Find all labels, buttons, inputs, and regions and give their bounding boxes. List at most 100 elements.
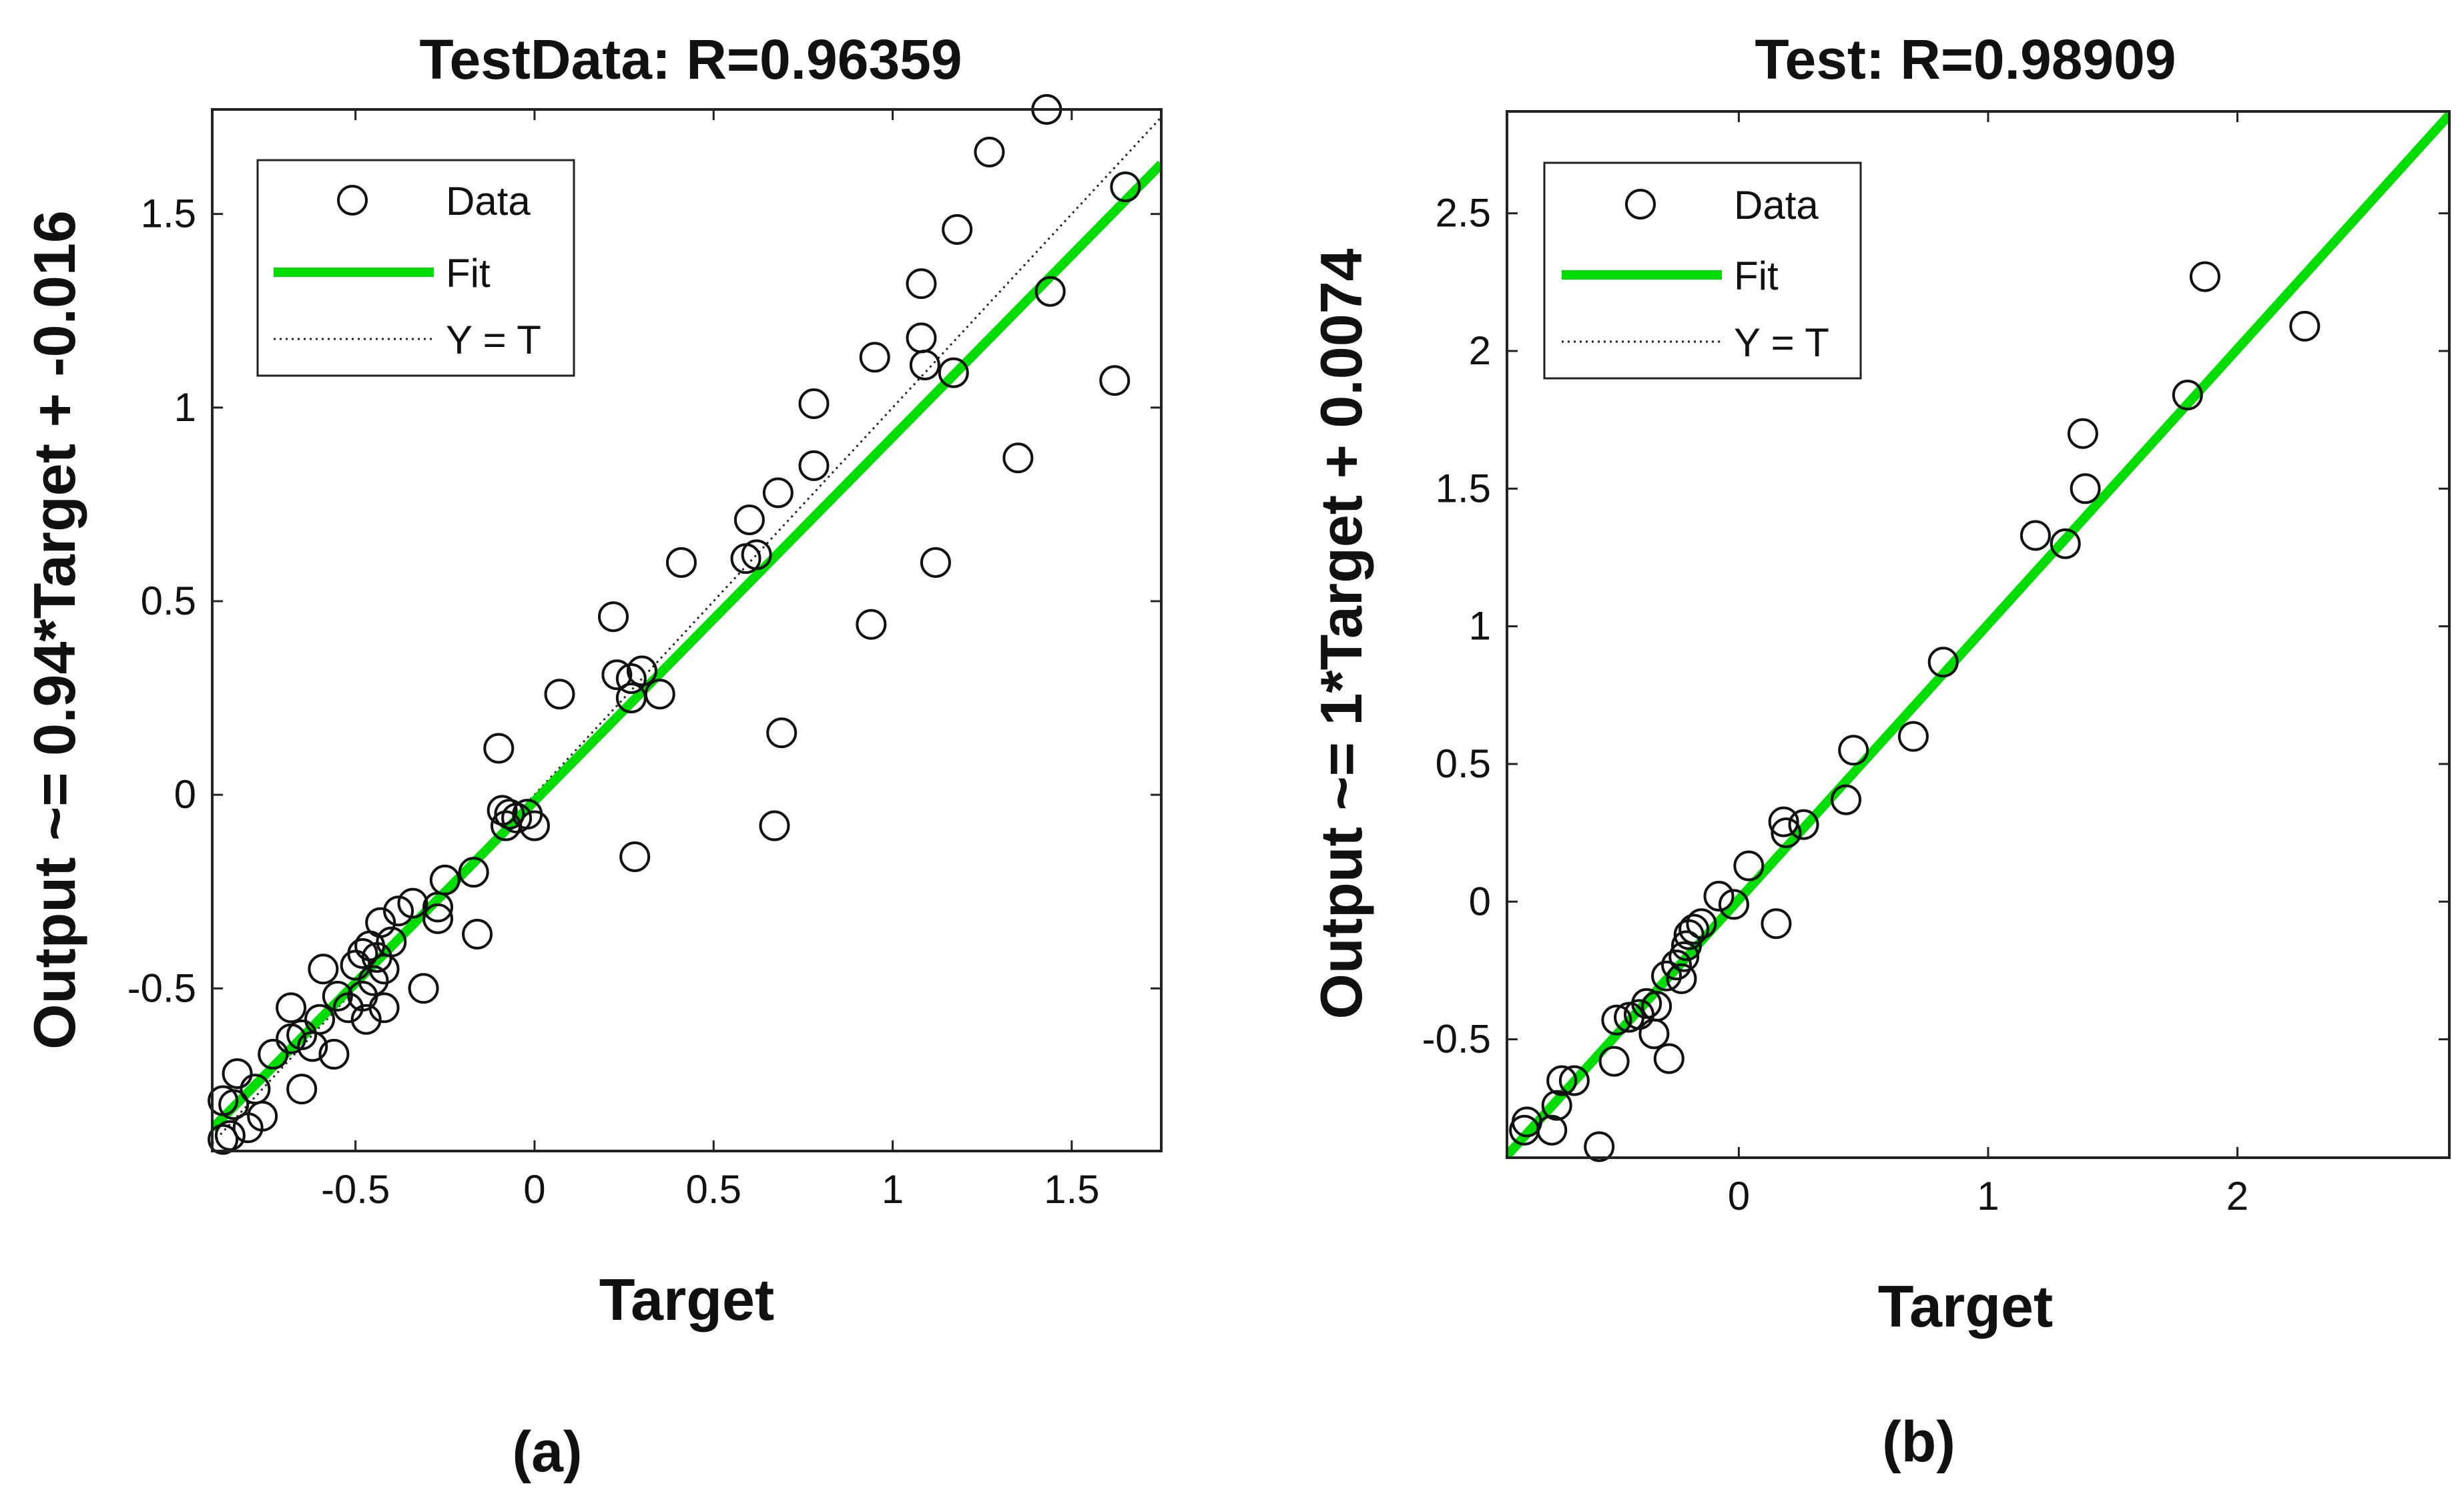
panel-a-data-point-27 bbox=[544, 679, 575, 710]
panel-b-data-point-4 bbox=[2070, 473, 2101, 504]
panel-b-data-point-35 bbox=[1546, 1065, 1578, 1096]
panel-a-legend: Data Fit Y = T bbox=[256, 159, 575, 377]
panel-a-data-point-22 bbox=[601, 659, 633, 691]
panel-a-data-point-54 bbox=[408, 973, 439, 1004]
panel-a-data-point-24 bbox=[615, 663, 647, 695]
panel-b: Test: R=0.98909 0 1 2 -0.5 0 0.5 1 1.5 2 2.5 Targ… bbox=[1308, 28, 2451, 1474]
panel-a-data-point-45 bbox=[462, 919, 493, 950]
panel-b-x-axis-label: Target bbox=[1878, 1273, 2053, 1339]
panel-a-data-point-35 bbox=[519, 810, 550, 841]
panel-b-y-tick-label-5: 2 bbox=[1469, 328, 1491, 373]
panel-b-data-point-6 bbox=[2050, 528, 2081, 559]
panel-b-data-point-3 bbox=[2067, 418, 2098, 449]
panel-a-legend-fit-label: Fit bbox=[446, 251, 491, 296]
panel-b-legend: Data Fit Y = T bbox=[1543, 161, 1862, 380]
panel-a-data-point-29 bbox=[483, 733, 515, 764]
panel-a-y-tick-label-0: -0.5 bbox=[127, 966, 196, 1010]
panel-a-data-point-69 bbox=[286, 1074, 318, 1105]
panel-a-y-tick-label-2: 0.5 bbox=[141, 579, 196, 623]
panel-b-data-point-17 bbox=[1718, 889, 1749, 920]
panel-a-data-point-31 bbox=[494, 799, 525, 830]
panel-b-x-tick-label-2: 2 bbox=[2226, 1174, 2248, 1218]
panel-a-label: (a) bbox=[512, 1420, 582, 1484]
panel-b-y-tick-label-1: 0 bbox=[1469, 879, 1491, 923]
panel-b-y-tick-label-3: 1 bbox=[1469, 604, 1491, 649]
panel-a-data-point-15 bbox=[733, 504, 765, 536]
panel-a-data-point-9 bbox=[938, 357, 969, 388]
panel-a-data-point-12 bbox=[1002, 442, 1034, 474]
panel-a-y-tick-label-4: 1.5 bbox=[141, 192, 196, 236]
panel-b-legend-yt-label: Y = T bbox=[1734, 320, 1829, 365]
panel-a-y-tick-label-1: 0 bbox=[174, 772, 196, 817]
panel-b-data-point-7 bbox=[1927, 647, 1959, 678]
panel-b-label: (b) bbox=[1882, 1410, 1955, 1474]
panel-b-data-point-21 bbox=[1670, 930, 1702, 962]
panel-b-data-point-14 bbox=[1761, 908, 1792, 940]
panel-a-data-point-17 bbox=[730, 543, 761, 575]
panel-b-legend-data-marker bbox=[1625, 189, 1656, 220]
panel-a-data-point-42 bbox=[383, 895, 414, 927]
panel-b-data-point-39 bbox=[1509, 1114, 1540, 1146]
panel-a-data-point-14 bbox=[762, 477, 794, 508]
panel-a-axes-frame bbox=[211, 108, 1163, 1152]
panel-a-y-axis-label: Output ~= 0.94*Target + -0.016 bbox=[21, 210, 87, 1050]
panel-a-data-point-44 bbox=[422, 903, 454, 934]
panel-a-data-point-57 bbox=[332, 992, 364, 1024]
panel-a-data-point-66 bbox=[258, 1038, 289, 1070]
panel-a-data-point-2 bbox=[1110, 171, 1141, 203]
panel-b-data-point-11 bbox=[1788, 809, 1819, 840]
panel-b-y-tick-label-4: 1.5 bbox=[1436, 466, 1491, 510]
panel-b-y-axis-label: Output ~= 1*Target + 0.0074 bbox=[1308, 248, 1374, 1019]
panel-a-data-point-7 bbox=[859, 342, 890, 373]
panel-b-data-point-8 bbox=[1897, 721, 1929, 752]
panel-a-x-tick-label-0: -0.5 bbox=[321, 1167, 390, 1212]
panel-a-x-axis-label: Target bbox=[599, 1266, 774, 1333]
panel-a-data-point-5 bbox=[1034, 276, 1066, 307]
panel-a-data-point-74 bbox=[214, 1120, 246, 1151]
panel-a-data-point-30 bbox=[487, 795, 518, 826]
panel-b-data-point-32 bbox=[1598, 1046, 1630, 1077]
panel-a-x-tick-label-1: 0 bbox=[523, 1167, 545, 1212]
panel-a-title: TestData: R=0.96359 bbox=[419, 28, 962, 91]
panel-a-data-point-3 bbox=[942, 214, 973, 245]
panel-a-plot-area: -0.5 0 0.5 1 1.5 -0.5 0 0.5 1 1.5 bbox=[127, 94, 1163, 1212]
panel-a-data-point-36 bbox=[759, 810, 790, 841]
panel-b-y-tick-label-0: -0.5 bbox=[1422, 1017, 1491, 1062]
panel-b-data-point-13 bbox=[1771, 817, 1802, 849]
panel-a-data-point-21 bbox=[856, 609, 887, 640]
panel-b-data-point-19 bbox=[1678, 913, 1710, 945]
panel-a-data-point-58 bbox=[368, 992, 400, 1024]
panel-a-data-point-23 bbox=[626, 655, 657, 687]
panel-a-data-point-53 bbox=[358, 965, 389, 996]
panel-a-data-point-59 bbox=[276, 992, 307, 1024]
panel-b-data-point-30 bbox=[1601, 1004, 1632, 1036]
panel-a-data-point-55 bbox=[322, 980, 353, 1012]
panel-b-x-tick-label-1: 1 bbox=[1977, 1174, 1999, 1218]
panel-b-fit-line bbox=[1507, 111, 2449, 1158]
panel-a-data-point-67 bbox=[222, 1058, 253, 1089]
panel-a-y-tick-label-3: 1 bbox=[174, 385, 196, 430]
panel-b-data-point-23 bbox=[1661, 950, 1692, 981]
panel-a-data-point-71 bbox=[218, 1089, 250, 1120]
panel-a-data-point-19 bbox=[665, 546, 697, 578]
panel-a-data-point-18 bbox=[920, 546, 951, 578]
panel-b-axes-frame bbox=[1506, 110, 2451, 1159]
panel-a-data-point-73 bbox=[232, 1112, 264, 1144]
panel-b-data-point-20 bbox=[1673, 919, 1705, 950]
panel-b-data-point-29 bbox=[1614, 1002, 1645, 1033]
panel-b-data-point-24 bbox=[1651, 960, 1682, 992]
panel-b-data-point-33 bbox=[1653, 1043, 1684, 1074]
panel-a-x-tick-label-3: 1 bbox=[882, 1167, 904, 1212]
panel-a-data-point-37 bbox=[619, 841, 651, 872]
panel-a: TestData: R=0.96359 -0.5 0 0.5 1 1.5 -0.5 0 0.5… bbox=[21, 28, 1163, 1484]
panel-a-data-point-41 bbox=[422, 891, 454, 923]
panel-a-data-point-64 bbox=[297, 1031, 328, 1062]
panel-a-data-point-20 bbox=[597, 601, 629, 633]
panel-b-data-point-40 bbox=[1584, 1131, 1615, 1162]
panel-a-legend-data-marker bbox=[337, 185, 368, 216]
panel-a-data-point-13 bbox=[798, 450, 830, 481]
panel-a-data-point-38 bbox=[458, 857, 489, 888]
panel-a-data-point-52 bbox=[308, 954, 339, 985]
panel-b-y-tick-label-2: 0.5 bbox=[1436, 741, 1491, 786]
